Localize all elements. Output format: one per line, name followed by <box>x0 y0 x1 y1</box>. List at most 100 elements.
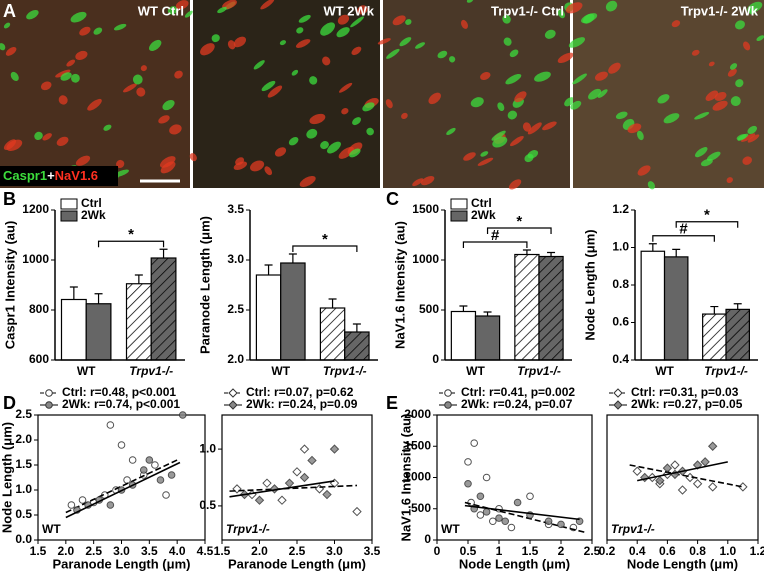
error-bar <box>710 305 719 315</box>
x-tick-label: 4.0 <box>169 544 186 558</box>
image-label: WT Ctrl <box>138 3 184 18</box>
fluorescent-spot <box>735 79 744 88</box>
y-tick-label: 2.0 <box>15 432 32 446</box>
legend-swatch <box>60 210 78 222</box>
y-tick-label: 1.0 <box>612 240 629 254</box>
fluorescent-spot <box>544 29 556 39</box>
fluorescent-spot <box>742 156 753 165</box>
bar <box>60 298 87 361</box>
fluorescent-spot <box>309 76 318 85</box>
bar <box>85 303 112 361</box>
error-bar <box>94 293 103 304</box>
point <box>299 444 310 454</box>
fluorescent-spot <box>502 14 511 24</box>
significance-bracket <box>675 221 739 228</box>
fluorescent-spot <box>727 68 737 77</box>
fluorescent-spot <box>377 38 391 45</box>
significance-bracket <box>97 240 165 248</box>
legend-label: 2Wk <box>81 208 106 222</box>
fluorescent-spot <box>75 50 88 61</box>
fluorescent-spot <box>233 161 248 170</box>
y-axis-label: Paranode Length (μm) <box>197 216 212 354</box>
error-bar <box>328 298 337 308</box>
x-tick-label: 3.0 <box>326 544 343 558</box>
fluorescent-spot <box>136 87 146 97</box>
fit-line <box>229 480 335 498</box>
micrograph <box>193 0 380 188</box>
error-bar <box>264 264 273 275</box>
significance-mark: * <box>322 231 328 248</box>
fluorescent-spot <box>700 158 713 167</box>
y-tick-label: 1000 <box>404 470 431 484</box>
y-tick-label: 0.4 <box>612 352 629 366</box>
fluorescent-spot <box>55 69 71 78</box>
fluorescent-spot <box>79 26 91 36</box>
y-axis-label: Node Length (μm) <box>582 229 597 340</box>
category-label: Trpv1-/- <box>323 364 367 378</box>
fluorescent-spot <box>60 72 72 81</box>
fluorescent-spot <box>460 19 468 29</box>
fluorescent-spot <box>267 85 283 98</box>
fluorescent-spot <box>712 100 728 111</box>
point <box>262 478 272 488</box>
fluorescent-spot <box>5 46 17 56</box>
fluorescent-spot <box>160 161 176 174</box>
fit-line <box>65 461 181 519</box>
error-bar <box>159 248 168 258</box>
significance-mark: * <box>128 226 134 243</box>
point <box>444 389 452 397</box>
x-tick-label: 1 <box>496 544 503 558</box>
legend-label: 2Wk: r=0.24, p=0.07 <box>461 397 573 411</box>
category-label: Trpv1-/- <box>129 364 173 378</box>
point <box>45 389 53 397</box>
fluorescent-spot <box>594 71 608 81</box>
fluorescent-spot <box>366 127 374 136</box>
bar <box>514 253 540 361</box>
y-tick-label: 0 <box>424 532 431 546</box>
legend-swatch <box>60 198 78 210</box>
y-tick-label: 3.0 <box>227 252 244 266</box>
point <box>513 498 522 507</box>
y-tick-label: 2.0 <box>227 352 244 366</box>
legend-swatch <box>450 210 468 222</box>
fluorescent-spot <box>477 157 494 166</box>
point <box>228 388 238 398</box>
panel-label: D <box>3 393 16 413</box>
fluorescent-spot <box>327 141 341 154</box>
fluorescent-spot <box>463 152 476 161</box>
fluorescent-spot <box>322 56 331 66</box>
point <box>544 517 553 526</box>
error-bar <box>547 251 556 257</box>
error-bar <box>733 303 742 310</box>
y-tick-label: 3.5 <box>227 202 244 216</box>
fluorescent-spot <box>175 0 189 10</box>
fluorescent-spot <box>70 11 87 23</box>
fluorescent-spot <box>505 73 522 85</box>
fluorescent-spot <box>605 0 618 12</box>
inset-label: WT <box>42 522 61 536</box>
x-tick-label: 2.0 <box>57 544 74 558</box>
y-tick-label: 600 <box>29 352 49 366</box>
legend-label: 2Wk <box>471 208 496 222</box>
fluorescent-spot <box>608 62 621 74</box>
significance-bracket <box>462 241 528 248</box>
fluorescent-spot <box>386 48 400 59</box>
category-label: WT <box>271 364 290 378</box>
significance-bracket <box>486 227 552 234</box>
legend-label: Ctrl: r=0.31, p=0.03 <box>631 385 739 399</box>
bar <box>150 257 177 361</box>
fluorescent-spot <box>412 178 424 187</box>
fluorescent-spot <box>350 16 364 28</box>
significance-mark: * <box>704 207 710 224</box>
y-tick-label: 0 <box>432 352 439 366</box>
fluorescent-spot <box>160 156 176 168</box>
bar <box>319 307 346 361</box>
point <box>470 439 479 447</box>
point <box>507 523 516 532</box>
y-axis-label: NaV1.6 Intensity (au) <box>398 414 413 542</box>
x-tick-label: 1.5 <box>30 544 47 558</box>
point <box>67 501 76 509</box>
fluorescent-spot <box>503 37 512 46</box>
fluorescent-spot <box>565 2 583 14</box>
significance-mark: * <box>516 213 522 230</box>
